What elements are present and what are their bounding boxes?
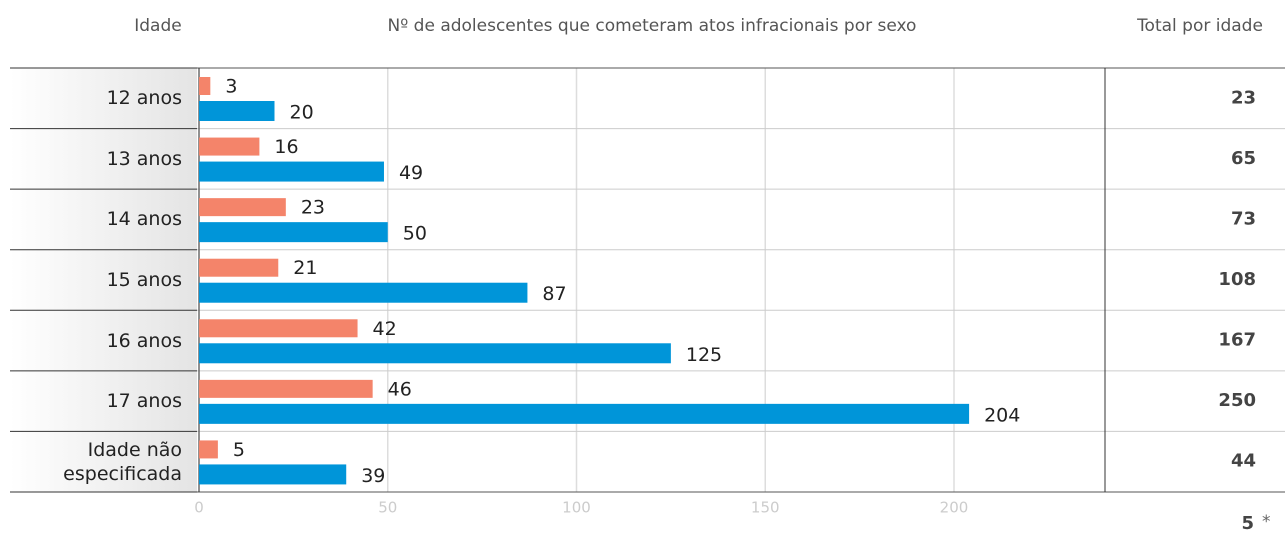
- bar: [199, 198, 286, 217]
- total-label: 44: [1231, 451, 1256, 472]
- category-label: 14 anos: [106, 208, 182, 231]
- bar: [199, 282, 528, 303]
- category-header: Idade: [134, 16, 181, 36]
- category-label: 15 anos: [106, 268, 182, 291]
- bar: [199, 464, 347, 485]
- value-label: 3: [225, 76, 237, 98]
- total-label: 65: [1231, 148, 1256, 169]
- x-tick-label: 50: [378, 499, 397, 517]
- bar: [199, 258, 279, 277]
- value-label: 50: [403, 223, 427, 245]
- total-label: 108: [1218, 269, 1256, 290]
- category-label: 12 anos: [106, 87, 182, 110]
- bar: [199, 161, 384, 182]
- bar: [199, 77, 211, 95]
- value-label: 21: [293, 257, 317, 279]
- x-tick-label: 100: [562, 499, 591, 517]
- value-label: 49: [399, 162, 423, 184]
- x-tick-label: 150: [751, 499, 780, 517]
- footnote-value: 5: [1241, 513, 1254, 534]
- category-column: [10, 68, 197, 492]
- bar: [199, 137, 260, 156]
- bar: [199, 440, 218, 459]
- footnote-mark: *: [1262, 512, 1271, 532]
- category-label: 13 anos: [106, 147, 182, 170]
- value-label: 87: [542, 283, 566, 305]
- value-label: 204: [984, 404, 1020, 426]
- bar: [199, 101, 275, 121]
- bar: [199, 403, 970, 424]
- value-label: 42: [373, 318, 397, 340]
- bar: [199, 343, 671, 364]
- value-label: 125: [686, 344, 722, 366]
- value-label: 39: [361, 465, 385, 487]
- chart-title: Nº de adolescentes que cometeram atos in…: [388, 16, 917, 36]
- category-label: 16 anos: [106, 329, 182, 352]
- bar: [199, 379, 373, 398]
- value-label: 5: [233, 439, 245, 461]
- value-label: 46: [388, 378, 412, 400]
- total-label: 167: [1218, 330, 1256, 351]
- value-label: 16: [274, 136, 298, 158]
- value-label: 20: [290, 102, 314, 124]
- total-label: 250: [1218, 390, 1256, 411]
- x-tick-label: 200: [940, 499, 969, 517]
- total-header: Total por idade: [1136, 16, 1263, 36]
- category-label: Idade não especificada: [63, 438, 182, 485]
- total-label: 23: [1231, 87, 1256, 108]
- category-label: 17 anos: [106, 390, 182, 413]
- bar: [199, 222, 388, 243]
- value-label: 23: [301, 197, 325, 219]
- total-label: 73: [1231, 208, 1256, 229]
- bar: [199, 319, 358, 338]
- x-tick-label: 0: [194, 499, 204, 517]
